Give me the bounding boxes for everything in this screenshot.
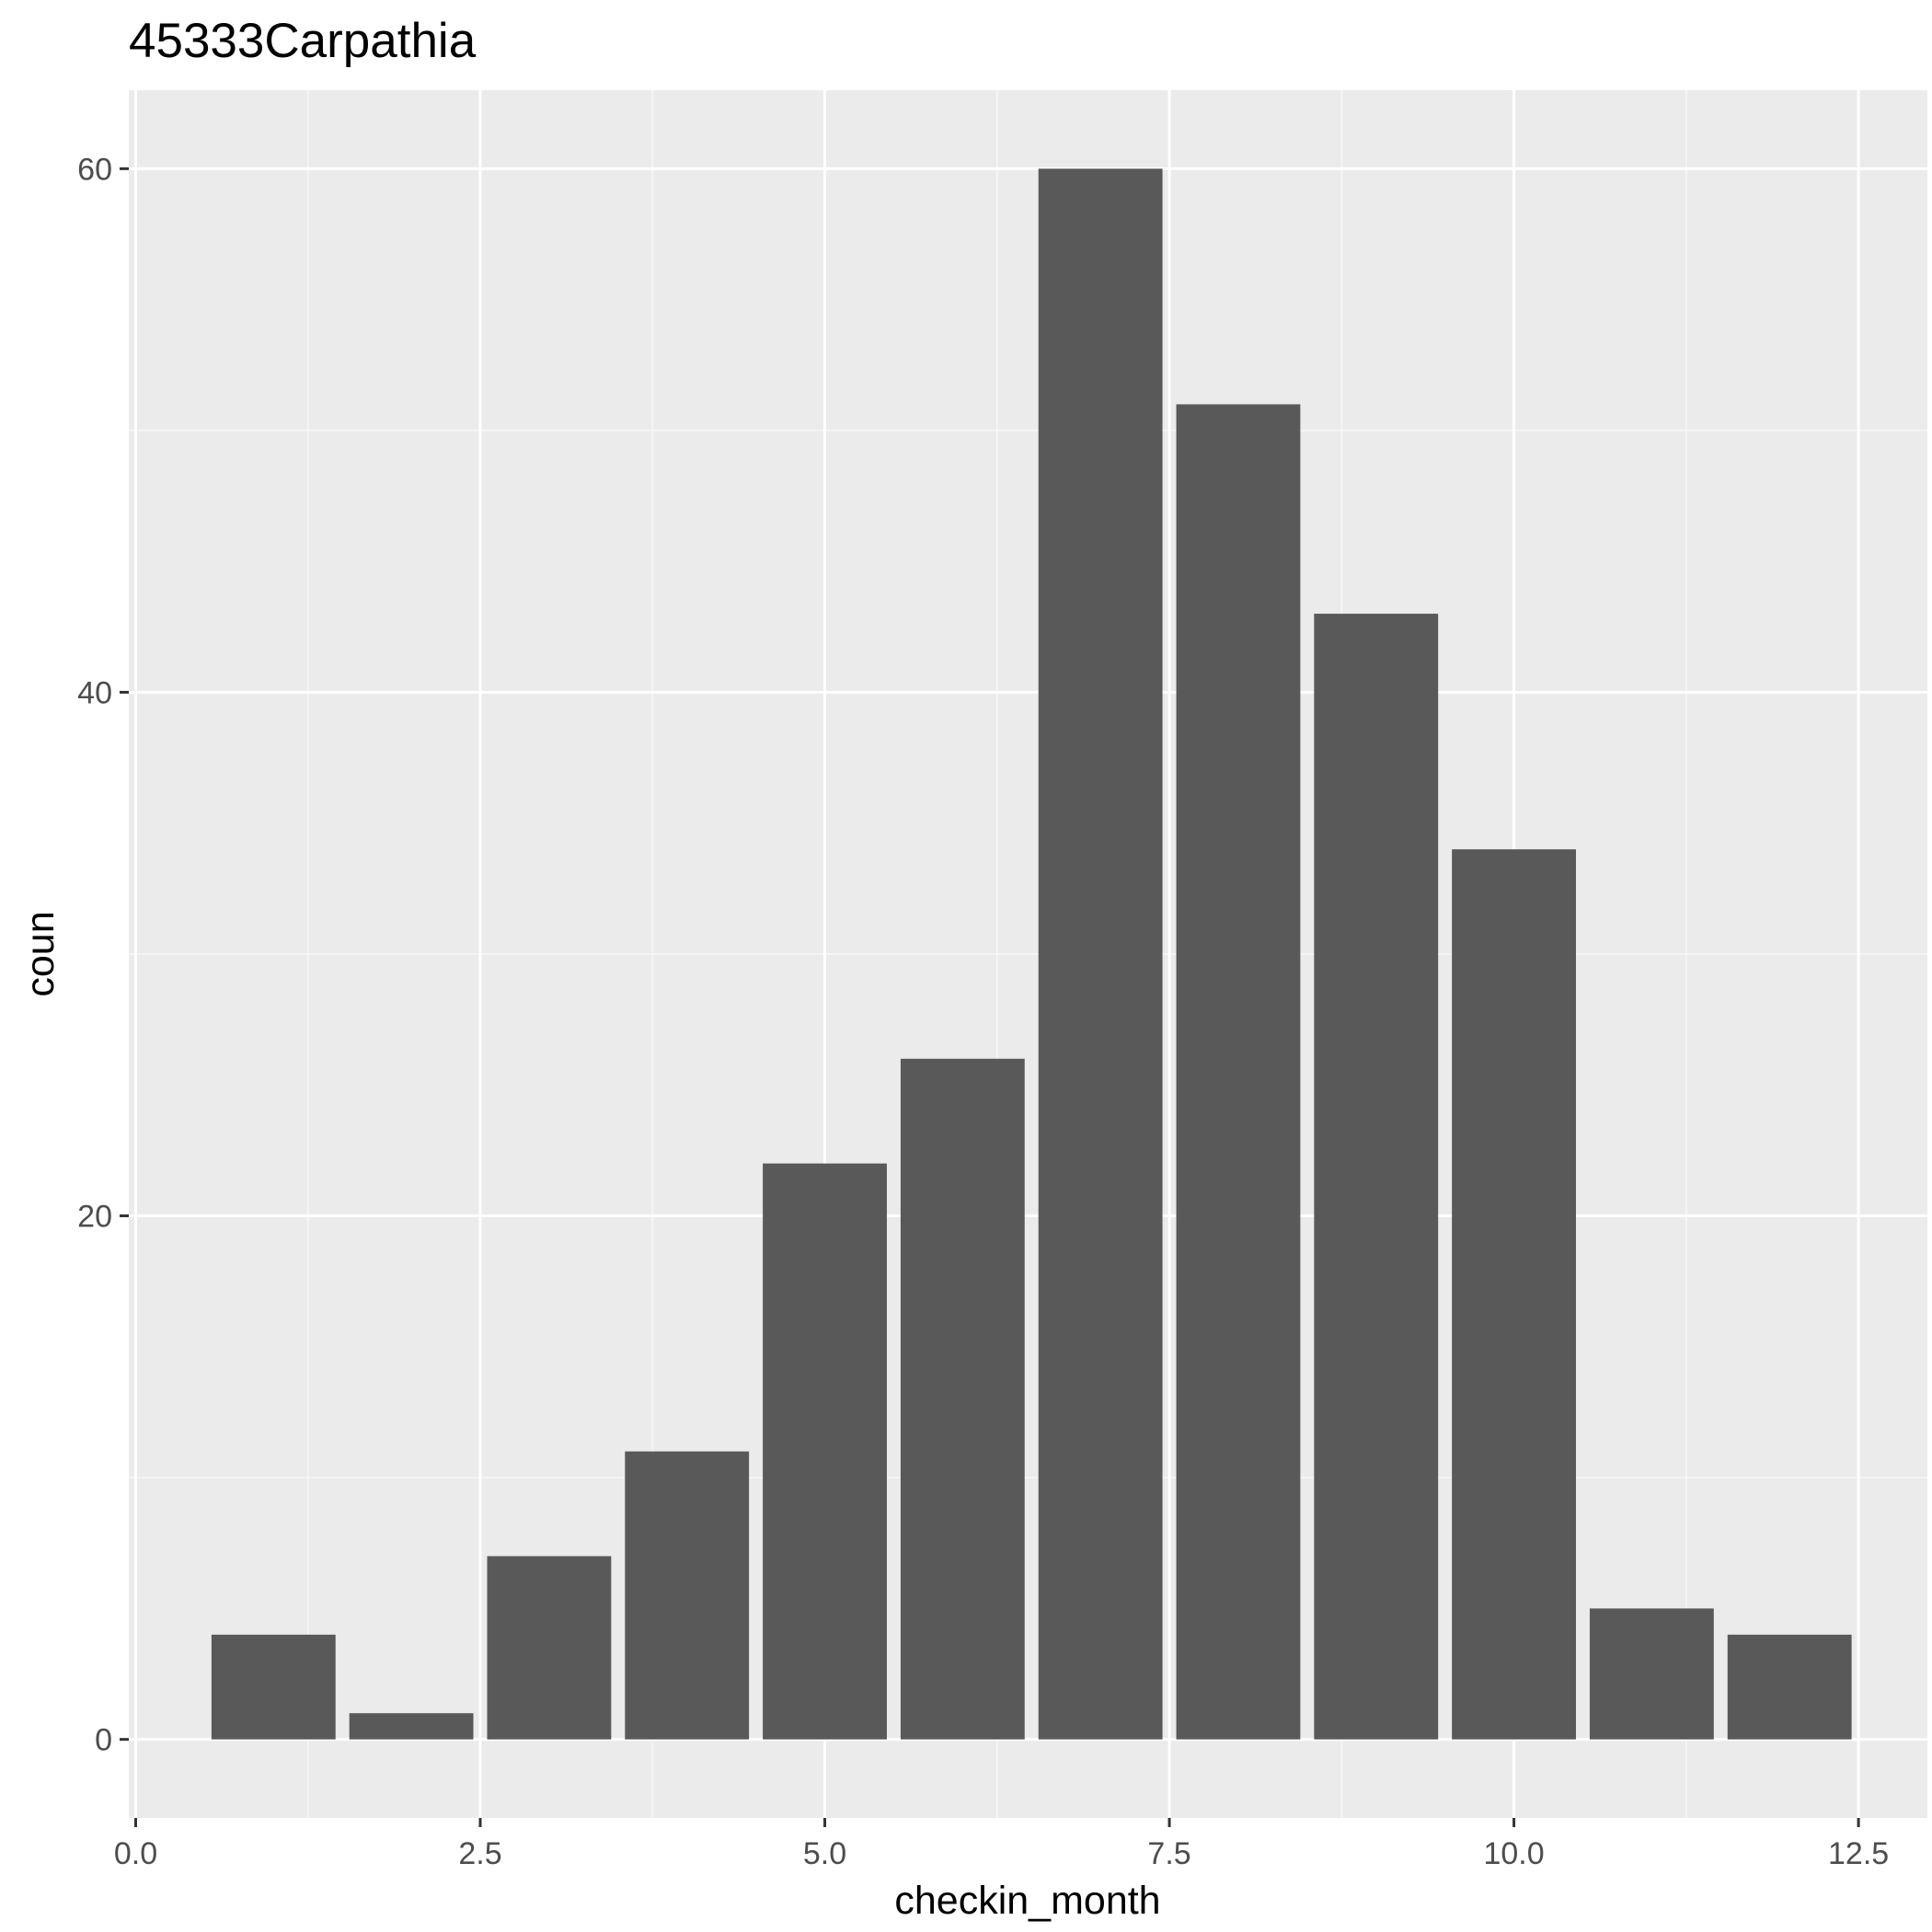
- x-tick-label: 0.0: [114, 1836, 157, 1871]
- y-tick-label: 0: [95, 1723, 112, 1758]
- x-tick-label: 10.0: [1483, 1836, 1544, 1871]
- bar: [1727, 1634, 1852, 1740]
- x-tick-label: 5.0: [803, 1836, 846, 1871]
- bar: [211, 1634, 336, 1740]
- bar: [625, 1451, 750, 1740]
- x-tick-label: 2.5: [458, 1836, 501, 1871]
- bar: [349, 1713, 474, 1740]
- minor-grid: [129, 90, 1927, 1818]
- bars: [211, 168, 1852, 1740]
- chart-title: 45333Carpathia: [129, 14, 477, 68]
- bar: [1452, 849, 1576, 1740]
- bar: [487, 1556, 612, 1740]
- x-tick-label: 12.5: [1828, 1836, 1889, 1871]
- y-axis-title: coun: [18, 911, 63, 996]
- bar: [900, 1058, 1025, 1740]
- y-tick-label: 40: [77, 675, 112, 710]
- x-axis: 0.0 2.5 5.0 7.5 10.0 12.5: [114, 1818, 1889, 1871]
- bar: [1176, 404, 1301, 1740]
- y-tick-label: 20: [77, 1200, 112, 1235]
- x-tick-label: 7.5: [1147, 1836, 1190, 1871]
- bar: [1589, 1608, 1714, 1740]
- bar: [763, 1163, 887, 1740]
- y-tick-label: 60: [77, 152, 112, 187]
- bar: [1038, 168, 1163, 1740]
- bar: [1314, 614, 1439, 1740]
- y-axis: 0 20 40 60: [77, 152, 129, 1758]
- x-axis-title: checkin_month: [894, 1879, 1160, 1923]
